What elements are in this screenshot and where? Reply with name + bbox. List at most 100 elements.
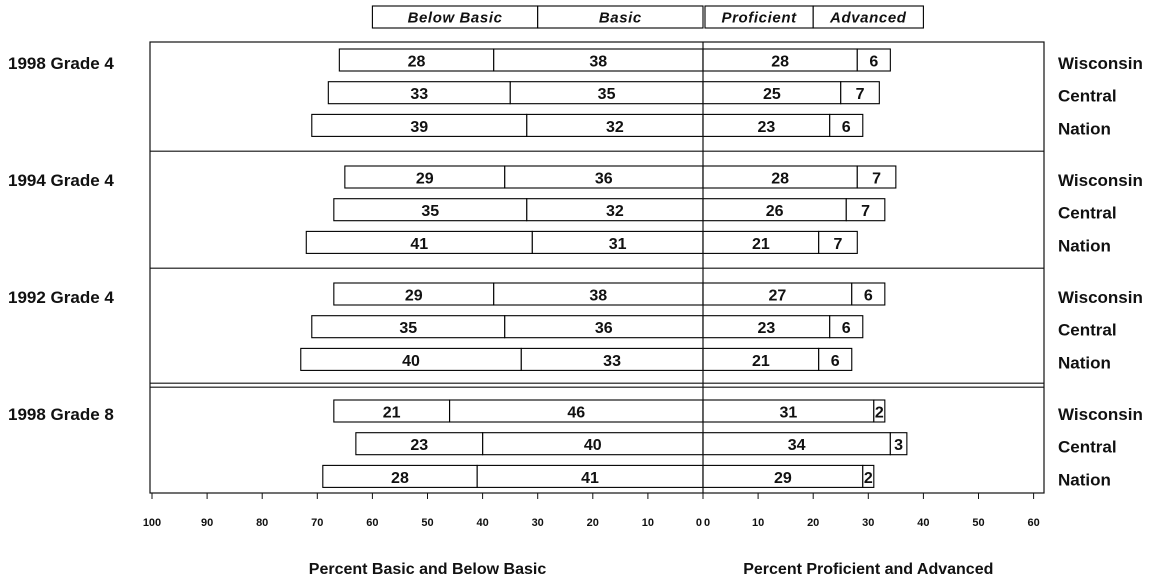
- bar-row-central: 40 23 34 3: [355, 432, 908, 456]
- tick-label-right: 30: [862, 517, 874, 529]
- bar-value-label-basic: 38: [589, 54, 607, 71]
- legend-box-advanced: [812, 5, 924, 29]
- tick-label-left: 30: [532, 517, 544, 529]
- bar-segment-below-basic: [333, 282, 495, 306]
- bar-value-label-below-basic: 39: [410, 119, 428, 136]
- group-label: 1998 Grade 4: [8, 54, 114, 73]
- bar-segment-below-basic: [305, 230, 533, 254]
- bar-segment-advanced: [840, 81, 880, 105]
- tick-label-right: 20: [807, 517, 819, 529]
- bar-value-label-proficient: 28: [771, 171, 789, 188]
- bar-segment-advanced: [889, 432, 908, 456]
- bar-row-nation: 33 40 21 6: [300, 347, 853, 371]
- legend-label-below-basic: Below Basic: [408, 10, 503, 27]
- bar-segment-below-basic: [300, 347, 522, 371]
- bar-value-label-basic: 38: [589, 288, 607, 305]
- bar-value-label-basic: 32: [606, 203, 624, 220]
- tick-label-left: 10: [642, 517, 654, 529]
- bar-value-label-proficient: 23: [757, 119, 775, 136]
- tick-label-left: 0: [696, 517, 702, 529]
- bar-value-label-advanced: 6: [864, 288, 873, 305]
- tick-label-left: 20: [587, 517, 599, 529]
- bar-row-central: 36 35 23 6: [311, 315, 864, 339]
- bar-value-label-below-basic: 35: [399, 320, 417, 337]
- row-label-wisconsin: Wisconsin: [1058, 405, 1143, 424]
- bar-value-label-proficient: 21: [752, 236, 770, 253]
- bar-value-label-advanced: 7: [856, 86, 865, 103]
- bar-segment-advanced: [818, 347, 853, 371]
- row-label-wisconsin: Wisconsin: [1058, 54, 1143, 73]
- row-label-nation: Nation: [1058, 236, 1111, 255]
- bar-segment-below-basic: [322, 464, 478, 488]
- bar-value-label-basic: 35: [598, 86, 616, 103]
- bar-value-label-advanced: 6: [869, 54, 878, 71]
- tick-label-left: 50: [421, 517, 433, 529]
- x-axis-title-right: Percent Proficient and Advanced: [743, 561, 993, 578]
- bar-row-wisconsin: 36 29 28 7: [344, 165, 897, 189]
- bar-segment-below-basic: [333, 198, 528, 222]
- bar-segment-advanced: [829, 113, 864, 137]
- tick-label-left: 70: [311, 517, 323, 529]
- bar-row-central: 35 33 25 7: [327, 81, 880, 105]
- bar-value-label-below-basic: 40: [402, 353, 420, 370]
- row-label-nation: Nation: [1058, 353, 1111, 372]
- legend-item-advanced: Advanced: [812, 5, 924, 29]
- bar-value-label-advanced: 6: [831, 353, 840, 370]
- bar-value-label-basic: 36: [595, 171, 613, 188]
- bar-value-label-below-basic: 41: [410, 236, 428, 253]
- bar-value-label-advanced: 6: [842, 320, 851, 337]
- bar-value-label-proficient: 34: [788, 437, 806, 454]
- bar-value-label-below-basic: 23: [410, 437, 428, 454]
- bar-value-label-basic: 40: [584, 437, 602, 454]
- bar-value-label-basic: 31: [609, 236, 627, 253]
- group-label: 1992 Grade 4: [8, 288, 114, 307]
- bar-segment-advanced: [856, 165, 897, 189]
- bar-value-label-proficient: 21: [752, 353, 770, 370]
- bar-value-label-advanced: 7: [861, 203, 870, 220]
- legend-box-basic: [537, 5, 704, 29]
- tick-label-right: 60: [1027, 517, 1039, 529]
- tick-label-right: 10: [752, 517, 764, 529]
- bar-segment-advanced: [845, 198, 886, 222]
- bar-row-wisconsin: 38 28 28 6: [338, 48, 891, 72]
- legend-item-below-basic: Below Basic: [371, 5, 539, 29]
- plot-frame: [149, 41, 1045, 494]
- bar-segment-below-basic: [344, 165, 506, 189]
- bar-row-nation: 41 28 29 2: [322, 464, 875, 488]
- bar-row-central: 32 35 26 7: [333, 198, 886, 222]
- bar-value-label-advanced: 2: [864, 470, 873, 487]
- bar-segment-advanced: [818, 230, 858, 254]
- bar-row-wisconsin: 38 29 27 6: [333, 282, 886, 306]
- bar-value-label-below-basic: 28: [408, 54, 426, 71]
- bar-segment-advanced: [851, 282, 886, 306]
- row-label-nation: Nation: [1058, 470, 1111, 489]
- bar-value-label-proficient: 26: [766, 203, 784, 220]
- row-label-wisconsin: Wisconsin: [1058, 288, 1143, 307]
- bar-segment-below-basic: [311, 113, 528, 137]
- bar-value-label-advanced: 2: [875, 405, 884, 422]
- bar-segment-below-basic: [333, 399, 451, 423]
- bar-segment-advanced: [873, 399, 886, 423]
- bar-value-label-advanced: 3: [894, 437, 903, 454]
- bar-value-label-advanced: 6: [842, 119, 851, 136]
- bar-row-wisconsin: 46 21 31 2: [333, 399, 886, 423]
- bar-value-label-basic: 36: [595, 320, 613, 337]
- group-label: 1998 Grade 8: [8, 405, 114, 424]
- bar-value-label-advanced: 7: [834, 236, 843, 253]
- bar-value-label-below-basic: 33: [410, 86, 428, 103]
- row-label-nation: Nation: [1058, 119, 1111, 138]
- tick-label-left: 80: [256, 517, 268, 529]
- legend-label-proficient: Proficient: [722, 10, 798, 27]
- bar-segment-below-basic: [327, 81, 511, 105]
- bar-value-label-below-basic: 28: [391, 470, 409, 487]
- tick-label-right: 50: [972, 517, 984, 529]
- bar-segment-advanced: [829, 315, 864, 339]
- x-axis-title-left: Percent Basic and Below Basic: [309, 561, 547, 578]
- bar-value-label-below-basic: 29: [416, 171, 434, 188]
- bar-value-label-proficient: 29: [774, 470, 792, 487]
- bar-value-label-below-basic: 21: [383, 405, 401, 422]
- bar-segment-below-basic: [338, 48, 495, 72]
- group-label: 1994 Grade 4: [8, 171, 114, 190]
- bar-value-label-advanced: 7: [872, 171, 881, 188]
